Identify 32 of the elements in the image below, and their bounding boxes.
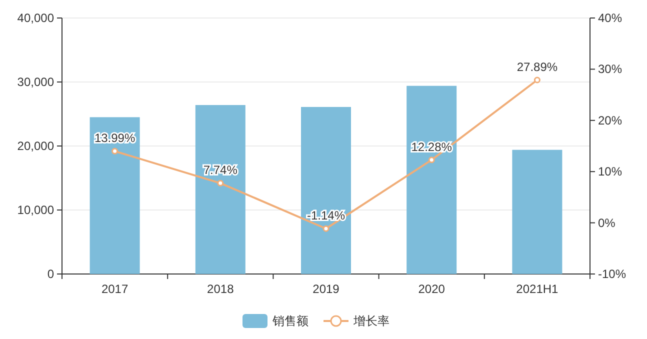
data-label: -1.14% bbox=[306, 208, 346, 223]
x-tick-label: 2019 bbox=[312, 282, 340, 296]
data-label: 27.89% bbox=[516, 60, 558, 74]
legend-label: 销售额 bbox=[272, 314, 308, 328]
legend-label: 增长率 bbox=[352, 314, 390, 328]
bar bbox=[406, 86, 457, 274]
y2-tick-label: 30% bbox=[598, 62, 622, 76]
bar bbox=[512, 150, 562, 274]
x-tick-label: 2017 bbox=[101, 282, 128, 296]
x-tick-label: 2018 bbox=[207, 282, 234, 296]
y-tick-label: 20,000 bbox=[17, 139, 54, 153]
x-tick-label: 2021H1 bbox=[516, 282, 559, 296]
bar bbox=[195, 105, 246, 274]
y2-tick-label: 20% bbox=[598, 113, 622, 128]
y-tick-label: 40,000 bbox=[17, 11, 54, 25]
point bbox=[112, 148, 118, 154]
point bbox=[534, 76, 540, 84]
point bbox=[217, 180, 224, 186]
bar bbox=[301, 106, 351, 274]
x-tick-label: 2020 bbox=[418, 282, 446, 296]
y2-tick-label: 0% bbox=[598, 216, 616, 230]
point bbox=[428, 156, 435, 164]
data-label: 13.99% bbox=[94, 131, 136, 146]
point bbox=[322, 225, 330, 232]
y2-tick-label: 10% bbox=[598, 164, 622, 179]
y-tick-label: 10,000 bbox=[17, 203, 54, 217]
y-tick-label: 0 bbox=[47, 267, 54, 281]
y-tick-label: 30,000 bbox=[17, 75, 54, 89]
data-label: 7.74% bbox=[203, 163, 238, 178]
y2-tick-label: -10% bbox=[598, 267, 626, 281]
y2-tick-label: 40% bbox=[598, 11, 622, 25]
bar bbox=[90, 117, 140, 274]
